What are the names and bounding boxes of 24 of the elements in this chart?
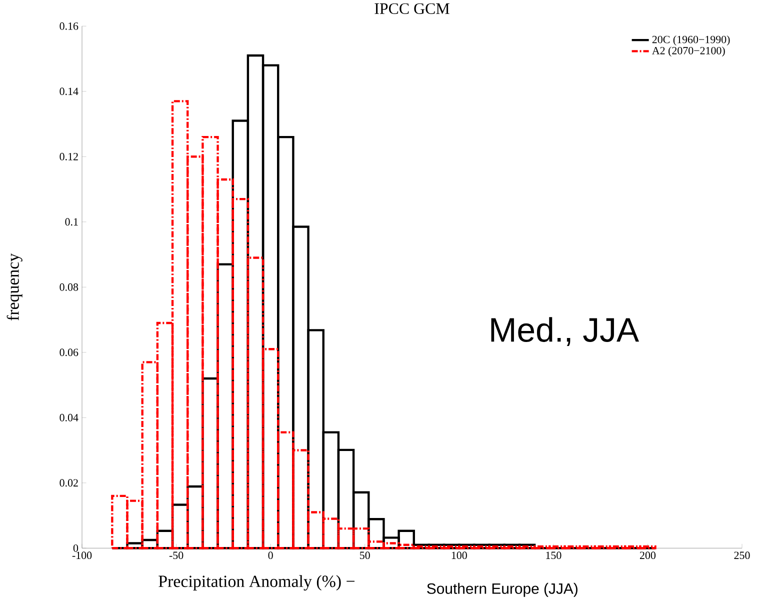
- x-axis-title: Precipitation Anomaly (%) −: [158, 575, 355, 590]
- y-tick-label: 0.04: [60, 414, 78, 422]
- y-tick-label: 0.14: [60, 88, 78, 96]
- chart-title: IPCC GCM: [374, 3, 450, 14]
- x-tick-label: -50: [169, 552, 184, 559]
- annotation: Med., JJA: [491, 317, 640, 346]
- x-tick-label: -100: [72, 552, 92, 559]
- y-tick-label: 0.06: [60, 348, 78, 356]
- y-tick-label: 0: [73, 544, 78, 552]
- x-tick-label: 200: [640, 552, 656, 559]
- y-axis-title: frequency: [6, 253, 22, 320]
- x-tick-label: 50: [360, 552, 370, 559]
- x-tick-label: 100: [452, 552, 467, 559]
- x-tick-label: 250: [734, 552, 750, 559]
- x-tick-label: 150: [546, 552, 562, 559]
- text: Southern Europe (JJA): [427, 582, 578, 597]
- y-tick-label: 0.08: [60, 283, 78, 291]
- y-tick-label: 0.16: [60, 22, 78, 30]
- legend-label: 20C (1960−1990): [652, 35, 730, 46]
- x-tick-label: 0: [268, 552, 273, 559]
- y-tick-label: 0.12: [60, 152, 78, 160]
- legend-label: A2 (2070−2100): [652, 46, 725, 56]
- y-tick-label: 0.02: [60, 479, 78, 487]
- y-tick-label: 0.1: [65, 218, 78, 226]
